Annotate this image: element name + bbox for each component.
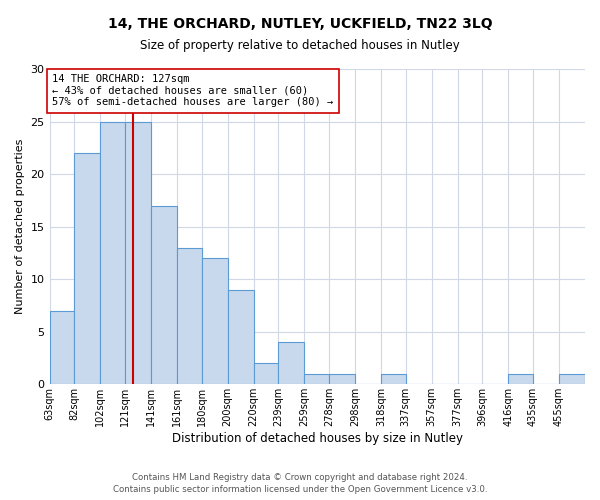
X-axis label: Distribution of detached houses by size in Nutley: Distribution of detached houses by size … — [172, 432, 463, 445]
Text: Size of property relative to detached houses in Nutley: Size of property relative to detached ho… — [140, 39, 460, 52]
Bar — [202, 258, 227, 384]
Bar — [381, 374, 406, 384]
Bar — [304, 374, 329, 384]
Bar — [74, 153, 100, 384]
Bar — [177, 248, 202, 384]
Text: Contains HM Land Registry data © Crown copyright and database right 2024.: Contains HM Land Registry data © Crown c… — [132, 474, 468, 482]
Text: 14, THE ORCHARD, NUTLEY, UCKFIELD, TN22 3LQ: 14, THE ORCHARD, NUTLEY, UCKFIELD, TN22 … — [107, 18, 493, 32]
Bar — [329, 374, 355, 384]
Bar — [254, 364, 278, 384]
Y-axis label: Number of detached properties: Number of detached properties — [15, 139, 25, 314]
Bar — [508, 374, 533, 384]
Bar — [151, 206, 177, 384]
Bar — [278, 342, 304, 384]
Bar — [125, 122, 151, 384]
Text: 14 THE ORCHARD: 127sqm
← 43% of detached houses are smaller (60)
57% of semi-det: 14 THE ORCHARD: 127sqm ← 43% of detached… — [52, 74, 334, 108]
Bar — [559, 374, 585, 384]
Text: Contains public sector information licensed under the Open Government Licence v3: Contains public sector information licen… — [113, 485, 487, 494]
Bar — [100, 122, 125, 384]
Bar — [50, 310, 74, 384]
Bar — [227, 290, 254, 384]
